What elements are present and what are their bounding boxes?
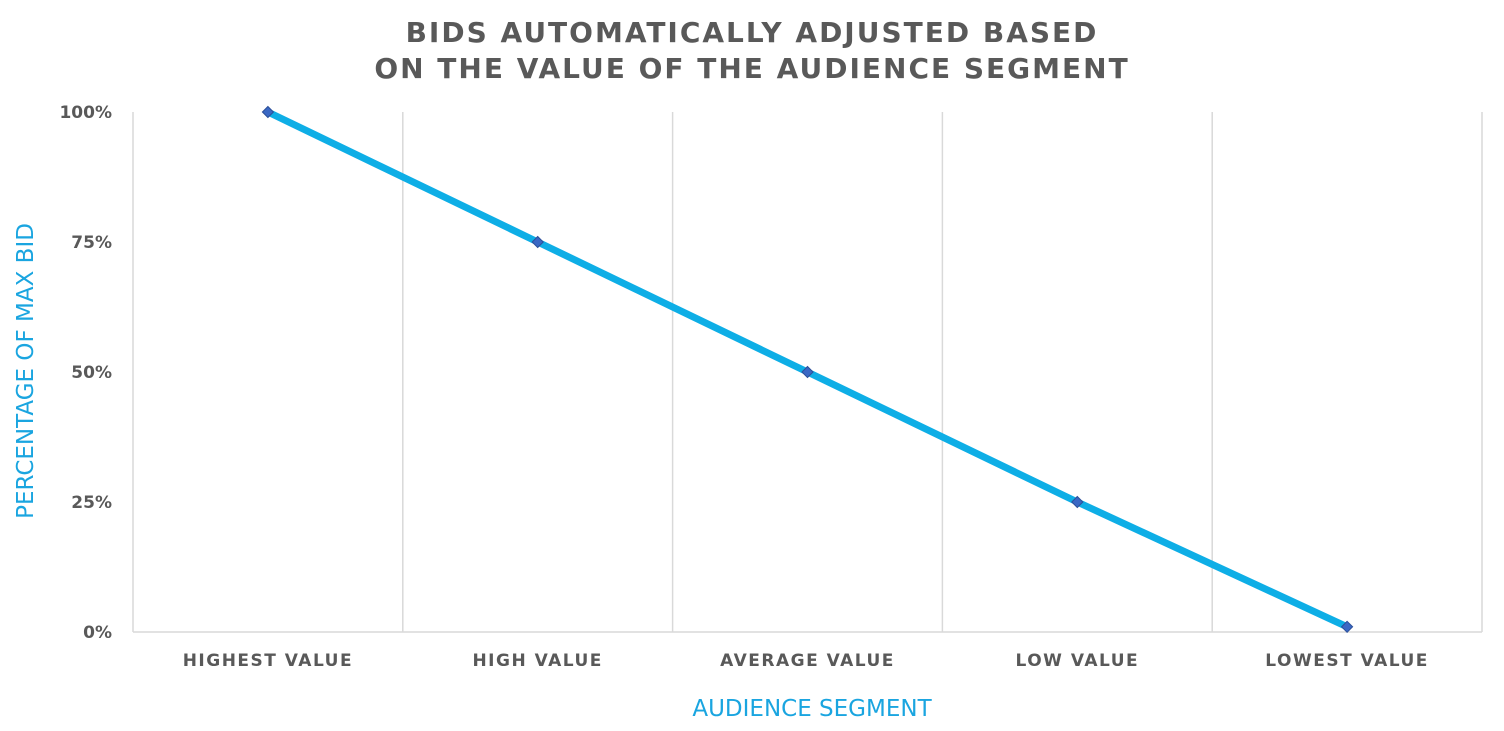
x-tick-label: AVERAGE VALUE	[720, 651, 895, 671]
y-tick-label: 0%	[83, 623, 112, 643]
x-axis-label: AUDIENCE SEGMENT	[692, 696, 932, 722]
chart-title-line-2: ON THE VALUE OF THE AUDIENCE SEGMENT	[374, 52, 1129, 85]
x-axis-ticks: HIGHEST VALUE HIGH VALUE AVERAGE VALUE LOW …	[183, 651, 1429, 671]
gridlines	[132, 112, 1483, 633]
x-tick-label: LOW VALUE	[1015, 651, 1139, 671]
data-point-marker	[531, 235, 544, 249]
data-point-marker	[261, 105, 275, 119]
y-tick-label: 25%	[71, 493, 112, 513]
data-point-marker	[801, 365, 814, 379]
data-point-marker	[1071, 495, 1084, 509]
x-tick-label: HIGHEST VALUE	[183, 651, 353, 671]
x-tick-label: HIGH VALUE	[472, 651, 602, 671]
y-tick-label: 100%	[59, 103, 112, 123]
chart-title-line-1: BIDS AUTOMATICALLY ADJUSTED BASED	[406, 16, 1099, 49]
series-layer	[261, 105, 1354, 634]
y-tick-label: 75%	[71, 233, 112, 253]
y-tick-label: 50%	[71, 363, 112, 383]
x-tick-label: LOWEST VALUE	[1265, 651, 1429, 671]
data-point-marker	[1340, 620, 1354, 634]
y-axis-ticks: 0% 25% 50% 75% 100%	[59, 103, 112, 643]
y-axis-label: PERCENTAGE OF MAX BID	[13, 223, 39, 519]
